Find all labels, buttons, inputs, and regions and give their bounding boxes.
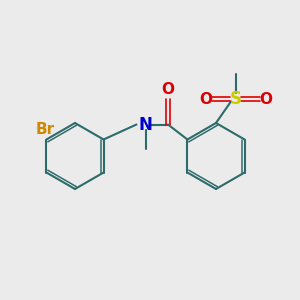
Text: Br: Br	[35, 122, 55, 136]
Text: O: O	[161, 82, 175, 97]
Text: O: O	[199, 92, 212, 106]
Text: N: N	[139, 116, 152, 134]
Text: O: O	[259, 92, 272, 106]
Text: S: S	[230, 90, 242, 108]
